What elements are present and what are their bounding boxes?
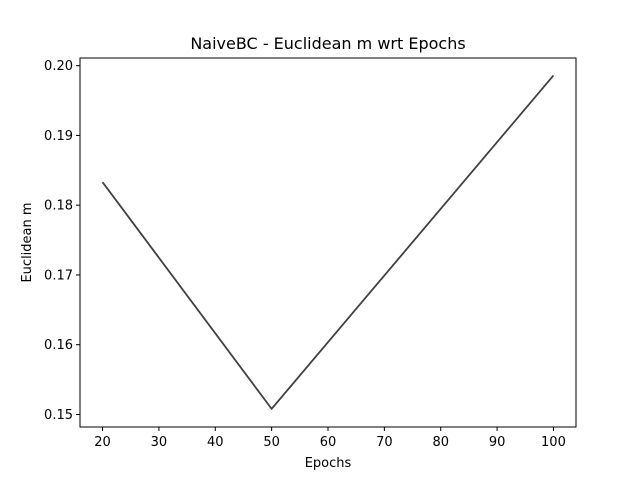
x-axis-ticks: 20 30 40 50 60 70 80 90 100 [94, 427, 566, 450]
y-tick-label: 0.20 [44, 59, 73, 74]
x-axis-label: Epochs [305, 456, 352, 471]
x-tick-label: 90 [489, 435, 506, 450]
y-tick-label: 0.15 [44, 408, 73, 423]
x-tick-label: 100 [541, 435, 566, 450]
x-tick-label: 80 [432, 435, 449, 450]
x-tick-label: 40 [207, 435, 224, 450]
series-line [101, 74, 555, 411]
y-tick-label: 0.16 [44, 338, 73, 353]
y-tick-label: 0.19 [44, 129, 73, 144]
plot-area [101, 74, 555, 411]
y-tick-label: 0.18 [44, 199, 73, 214]
x-tick-label: 30 [151, 435, 168, 450]
y-axis-ticks: 0.15 0.16 0.17 0.18 0.19 0.20 [44, 59, 80, 423]
x-tick-label: 70 [376, 435, 393, 450]
chart-title: NaiveBC - Euclidean m wrt Epochs [190, 34, 465, 53]
x-tick-label: 60 [320, 435, 337, 450]
y-tick-label: 0.17 [44, 268, 73, 283]
x-tick-label: 20 [94, 435, 111, 450]
y-axis-label: Euclidean m [20, 202, 35, 282]
plot-frame [79, 57, 577, 428]
x-tick-label: 50 [263, 435, 280, 450]
